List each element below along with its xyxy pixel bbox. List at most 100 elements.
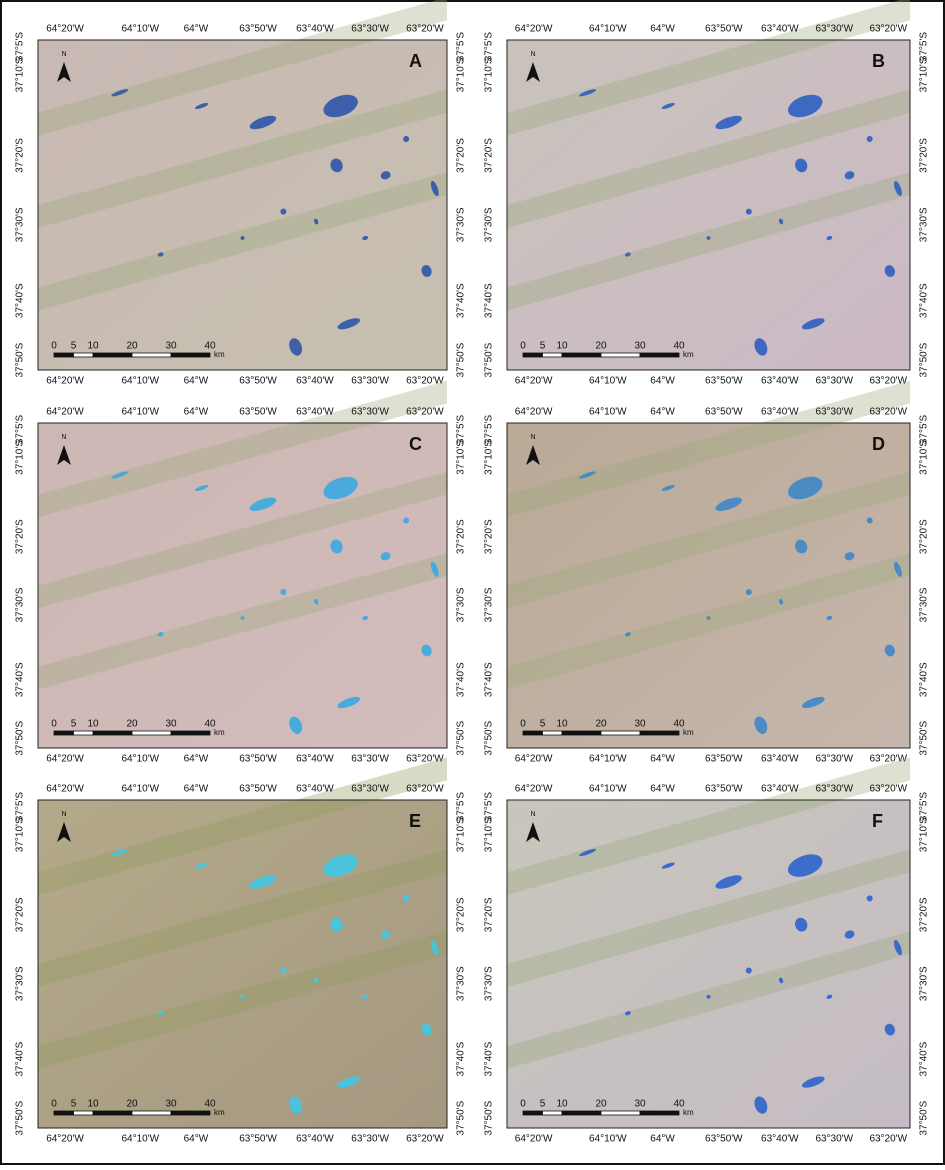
scale-label: 30 [165,341,177,352]
latitude-label: 37°10'S [456,57,467,92]
terrain-band [507,172,910,311]
lake [624,252,631,257]
scale-segment [170,1110,211,1116]
lake [778,218,784,225]
latitude-label: 37°50'S [919,1100,930,1135]
longitude-label: 64°20'W [46,754,84,765]
latitude-label: 37°30'S [919,207,930,242]
scale-segment [639,352,680,358]
lake [313,218,319,225]
lake [240,236,245,240]
lake [194,862,209,869]
panel-label: D [872,434,885,454]
longitude-label: 64°10'W [121,376,159,387]
longitude-label: 63°40'W [761,407,799,418]
lake [579,471,597,479]
north-arrow [57,445,71,465]
lake [801,1076,825,1088]
latitude-label: 37°5'S [15,32,26,62]
lake [337,1076,361,1088]
panel-label: B [872,51,885,71]
longitude-label: 64°20'W [515,24,553,35]
lake [280,208,287,215]
longitude-label: 64°10'W [121,407,159,418]
lake [403,517,410,524]
latitude-label: 37°50'S [15,342,26,377]
lake [715,497,742,511]
longitude-label: 63°40'W [296,754,334,765]
lake [866,517,873,524]
latitude-label: 37°40'S [919,283,930,318]
lake [745,967,752,974]
longitude-label: 64°20'W [515,754,553,765]
latitude-label: 37°20'S [919,519,930,554]
lake [844,552,855,561]
lake [380,930,391,939]
latitude-label: 37°30'S [484,587,495,622]
longitude-label: 63°50'W [239,376,277,387]
longitude-label: 63°30'W [815,784,853,795]
latitude-label: 37°5'S [919,32,930,62]
map-frame [37,799,448,1129]
scale-label: 10 [87,719,99,730]
scale-segment [542,352,563,358]
longitude-label: 63°50'W [239,407,277,418]
lake [421,265,432,277]
latitude-label: 37°30'S [456,207,467,242]
longitude-label: 63°40'W [761,376,799,387]
latitude-label: 37°40'S [919,1041,930,1076]
terrain-band [38,757,447,896]
longitude-label: 63°40'W [761,784,799,795]
longitude-label: 63°30'W [815,1134,853,1145]
map-frame [506,422,911,749]
scale-label: 0 [51,719,57,730]
scale-label: 20 [126,1099,138,1110]
panel-label: E [409,811,421,831]
lake [826,615,833,621]
lake [330,539,343,554]
lake [111,848,129,857]
latitude-label: 37°5'S [456,792,467,822]
scale-segment [92,352,133,358]
latitude-label: 37°30'S [456,966,467,1001]
longitude-label: 64°10'W [589,784,627,795]
longitude-label: 63°30'W [351,1134,389,1145]
lake [289,338,303,356]
latitude-label: 37°30'S [15,587,26,622]
scale-segment [131,352,172,358]
scale-segment [73,1110,94,1116]
lake [826,994,833,999]
lake [706,994,711,999]
longitude-label: 64°20'W [46,784,84,795]
longitude-label: 63°20'W [406,24,444,35]
scale-label: 30 [165,1099,177,1110]
latitude-label: 37°50'S [919,721,930,756]
scale-segment [639,1110,680,1116]
longitude-label: 64°W [650,1134,675,1145]
scale-label: 10 [556,341,568,352]
scale-label: 30 [634,719,646,730]
map-panel: E N 64°20'W 64°20'W 64°10'W 64°10'W 64°W 64°W 63… [15,757,467,1145]
lake [866,895,873,902]
longitude-label: 63°50'W [239,24,277,35]
longitude-label: 63°50'W [239,1134,277,1145]
lake [430,180,439,197]
scale-segment [522,352,543,358]
latitude-label: 37°5'S [456,32,467,62]
latitude-label: 37°10'S [484,57,495,92]
map-image [38,423,447,748]
latitude-label: 37°20'S [484,138,495,173]
lake [323,476,358,500]
latitude-label: 37°40'S [456,1041,467,1076]
latitude-label: 37°20'S [456,897,467,932]
longitude-label: 63°20'W [869,407,907,418]
longitude-label: 64°W [650,754,675,765]
map-frame [37,39,448,371]
scale-unit: km [214,1108,225,1117]
north-label: N [61,434,66,441]
longitude-label: 64°20'W [515,376,553,387]
longitude-label: 63°30'W [815,24,853,35]
scale-label: 5 [540,1099,546,1110]
lake [380,552,391,561]
scale-label: 40 [673,341,685,352]
